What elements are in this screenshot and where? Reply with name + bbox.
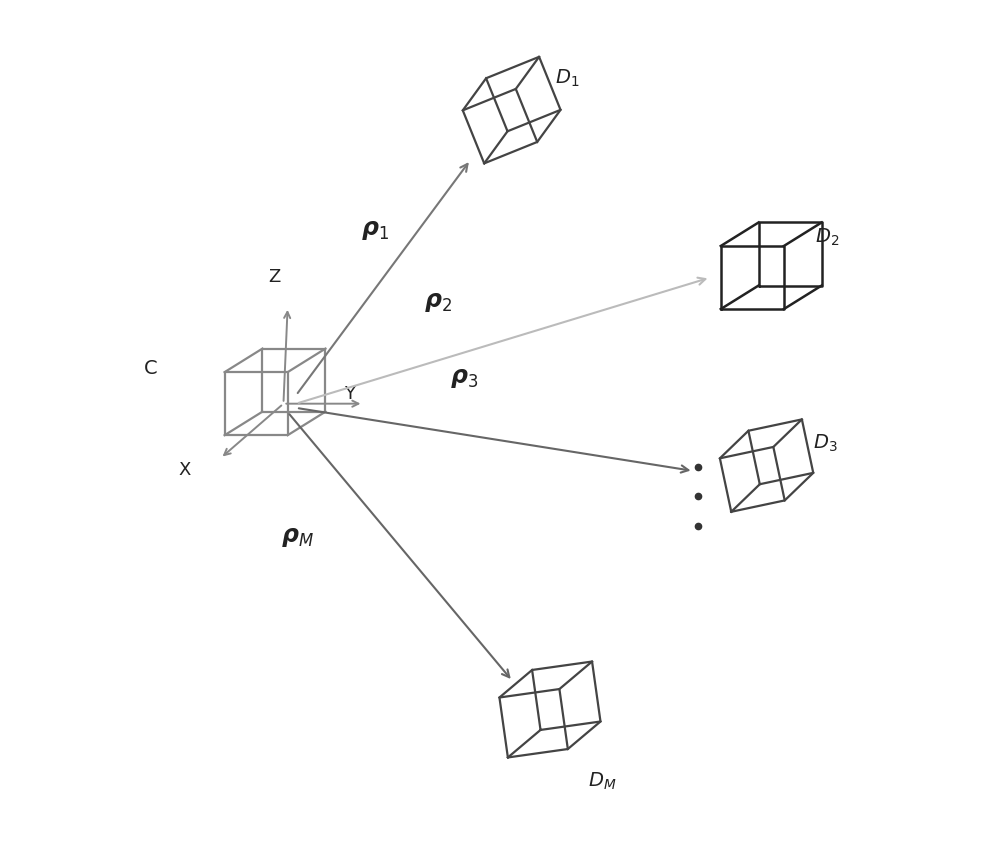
Text: $D_3$: $D_3$ [813, 433, 837, 454]
Text: $D_1$: $D_1$ [555, 68, 579, 89]
Text: Y: Y [344, 385, 355, 404]
Text: X: X [178, 461, 191, 479]
Text: $\boldsymbol{\rho}_1$: $\boldsymbol{\rho}_1$ [361, 219, 389, 242]
Text: C: C [144, 359, 158, 378]
Text: $D_M$: $D_M$ [588, 770, 617, 791]
Text: $\boldsymbol{\rho}_3$: $\boldsymbol{\rho}_3$ [450, 366, 478, 389]
Text: Z: Z [268, 267, 281, 286]
Text: $\boldsymbol{\rho}_2$: $\boldsymbol{\rho}_2$ [424, 290, 452, 314]
Text: $\boldsymbol{\rho}_M$: $\boldsymbol{\rho}_M$ [281, 526, 314, 549]
Text: $D_2$: $D_2$ [815, 226, 840, 247]
